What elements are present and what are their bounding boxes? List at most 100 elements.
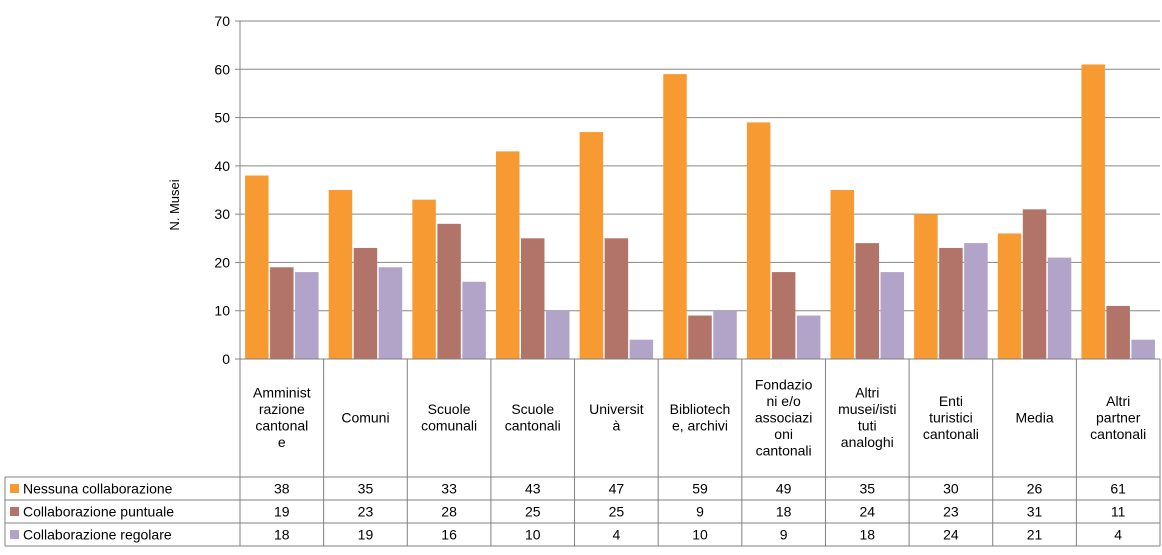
bar [688,315,712,359]
table-value: 21 [1027,527,1043,543]
category-label: Fondazio ni e/o associazi oni cantonali [755,376,813,458]
bar [880,272,905,359]
category-label-line: analoghi [841,434,894,450]
bar [939,247,963,359]
category-label-line: partner [1096,409,1141,425]
category-label: Universit à [589,401,644,434]
table-value: 35 [859,481,875,497]
bar [328,190,353,359]
category-label-line: ni e/o [767,393,801,409]
category-label-line: cantonali [923,426,979,442]
bar [663,74,687,359]
bar [1081,64,1105,359]
category-label: Media [1015,409,1053,425]
bar [545,310,570,359]
table-value: 38 [274,481,290,497]
category-label-line: e [278,434,286,450]
bar [604,238,629,359]
bar [964,243,988,359]
bar [579,132,604,359]
category-label: Comuni [341,409,389,425]
table-value: 18 [776,504,792,520]
bar [796,315,821,359]
y-axis-ticks: 0 10 20 30 40 50 60 70 [214,13,230,367]
table-value: 28 [441,504,457,520]
legend-label: Nessuna collaborazione [23,481,173,497]
category-label-line: associazi [755,409,813,425]
bar [1047,257,1072,359]
category-label-line: cantonali [505,418,561,434]
y-tick-label: 60 [214,61,230,77]
table-value: 10 [525,527,541,543]
category-label-line: Amminist [253,385,311,401]
category-label-line: tuti [858,418,877,434]
category-label-line: musei/isti [838,401,896,417]
table-value: 11 [1111,504,1126,520]
category-label: Enti turistici cantonali [923,393,979,442]
bar [353,247,378,359]
table-value: 9 [780,527,788,543]
category-label: Altri musei/isti tuti analoghi [838,385,896,451]
table-value: 4 [612,527,620,543]
category-label-line: Scuole [511,401,554,417]
table-value: 30 [943,481,959,497]
table-value: 9 [696,504,704,520]
bar [1106,305,1130,359]
table-value: 24 [943,527,959,543]
bar [997,233,1022,359]
table-value: 18 [859,527,875,543]
table-value: 24 [859,504,875,520]
table-value: 23 [358,504,374,520]
table-value: 43 [525,481,541,497]
legend: Nessuna collaborazione 38 35 33 43 47 59 49 35 30… [10,481,1126,543]
category-label-line: cantonali [756,442,812,458]
table-value: 35 [358,481,374,497]
bar [1131,339,1155,359]
bar [771,272,796,359]
category-label-line: turistici [929,409,973,425]
y-tick-label: 0 [222,351,230,367]
table-value: 59 [692,481,708,497]
table-value: 26 [1027,481,1043,497]
table-value: 4 [1114,527,1122,543]
bar [629,339,654,359]
category-label: Scuole comunali [421,401,477,434]
y-tick-label: 20 [214,254,230,270]
table-value: 31 [1027,504,1043,520]
bar [270,267,294,359]
y-tick-label: 30 [214,206,230,222]
category-labels: Amminist razione cantonal e Comuni Scuole comu… [253,376,1146,458]
category-label: Altri partner cantonali [1090,393,1146,442]
category-label-line: e, archivi [672,418,728,434]
table-value: 49 [776,481,792,497]
category-label-line: cantonali [1090,426,1146,442]
data-table [4,358,1161,547]
bar [378,267,403,359]
category-label-line: Altri [855,385,879,401]
y-tick-label: 40 [214,158,230,174]
legend-swatch [10,507,19,516]
bar [746,122,771,360]
table-value: 23 [943,504,959,520]
bar [914,214,938,359]
category-label-line: Scuole [428,401,471,417]
table-value: 25 [525,504,541,520]
bar [245,175,269,359]
category-label-line: oni [774,426,793,442]
category-label-line: Enti [939,393,963,409]
category-label-line: Universit [589,401,644,417]
category-label: Amminist razione cantonal e [253,385,311,451]
category-label-line: à [612,418,620,434]
table-value: 33 [441,481,457,497]
table-value: 10 [692,527,708,543]
table-value: 18 [274,527,290,543]
bar [495,151,520,359]
category-label-line: Bibliotech [670,401,731,417]
category-label-line: Comuni [341,409,389,425]
bar [295,272,319,359]
table-value: 16 [441,527,457,543]
y-tick-label: 70 [214,13,230,29]
category-label-line: Fondazio [755,376,813,392]
table-value: 61 [1110,481,1126,497]
